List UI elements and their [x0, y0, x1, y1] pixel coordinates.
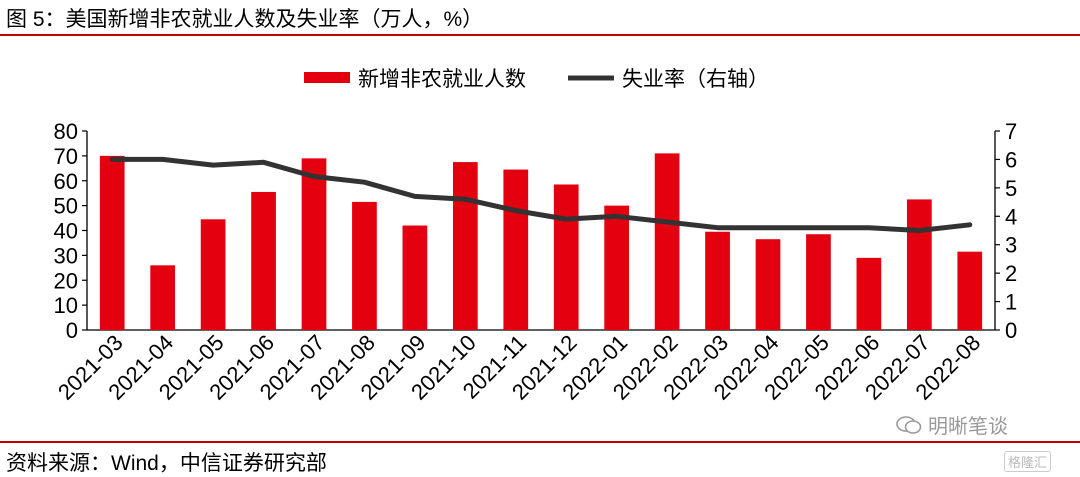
- y-left-tick-label: 80: [54, 119, 78, 144]
- y-left-tick-label: 10: [54, 293, 78, 318]
- y-left-tick-label: 30: [54, 243, 78, 268]
- bar: [553, 184, 579, 330]
- bar: [755, 239, 781, 330]
- y-left-tick-label: 20: [54, 268, 78, 293]
- y-right-tick-label: 5: [1005, 176, 1017, 201]
- chart-legend: 新增非农就业人数 失业率（右轴）: [304, 68, 769, 91]
- y-right-tick-label: 4: [1005, 204, 1017, 229]
- bar: [806, 234, 831, 330]
- y-right-tick-label: 6: [1005, 147, 1017, 172]
- bar: [301, 158, 327, 330]
- legend-label-bars: 新增非农就业人数: [358, 68, 526, 91]
- x-axis-ticks: 2021-032021-042021-052021-062021-072021-…: [53, 330, 985, 405]
- watermark-text: 明晰笔谈: [928, 416, 1008, 438]
- bar: [906, 199, 932, 330]
- legend-label-line: 失业率（右轴）: [622, 68, 769, 91]
- line-series: [109, 156, 973, 233]
- bar: [957, 251, 983, 330]
- y-right-tick-label: 2: [1005, 261, 1017, 286]
- source-note: 资料来源：Wind，中信证券研究部: [6, 452, 327, 475]
- bar: [654, 153, 680, 330]
- bar: [352, 201, 377, 330]
- watermark: 明晰笔谈: [896, 410, 1008, 439]
- bar: [452, 162, 478, 330]
- bar: [856, 257, 882, 330]
- watermark-badge: 格隆汇: [1004, 451, 1052, 472]
- bar: [150, 265, 176, 330]
- bar: [99, 155, 125, 330]
- y-left-tick-label: 60: [54, 169, 78, 194]
- y-right-tick-label: 3: [1005, 233, 1017, 258]
- bar: [251, 191, 276, 330]
- bar: [503, 169, 529, 330]
- bar-series: [99, 153, 983, 330]
- bar: [402, 225, 428, 330]
- y-left-tick-label: 70: [54, 144, 78, 169]
- wechat-icon: [896, 415, 922, 434]
- footer-divider: [0, 441, 1080, 443]
- y-axis-right-ticks: 0 1 2 3 4 5 6 7: [995, 119, 1017, 343]
- bar: [200, 219, 226, 330]
- y-right-tick-label: 1: [1005, 290, 1017, 315]
- legend-swatch-bars: [304, 72, 350, 83]
- title-divider: [0, 34, 1080, 36]
- y-left-tick-label: 0: [66, 318, 78, 343]
- figure-title: 图 5：美国新增非农就业人数及失业率（万人，%）: [6, 8, 484, 31]
- y-left-tick-label: 40: [54, 219, 78, 244]
- bar: [604, 205, 630, 330]
- bar: [705, 231, 730, 330]
- unemployment-line: [109, 156, 973, 233]
- y-right-tick-label: 7: [1005, 119, 1017, 144]
- y-right-tick-label: 0: [1005, 318, 1017, 343]
- y-left-tick-label: 50: [54, 194, 78, 219]
